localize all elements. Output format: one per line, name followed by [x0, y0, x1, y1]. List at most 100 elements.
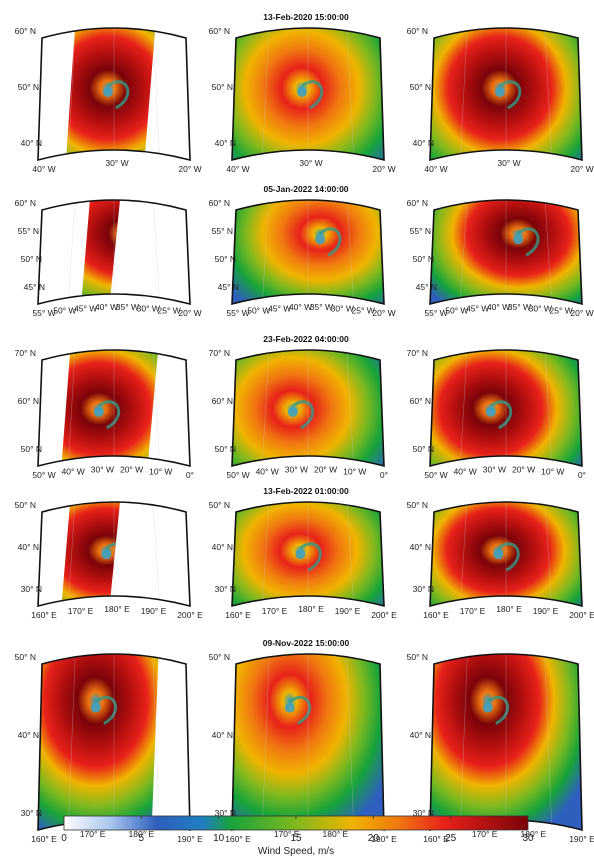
- lon-label: 20° W: [120, 464, 143, 474]
- lat-label: 60° N: [212, 396, 233, 406]
- lat-label: 30° N: [21, 584, 42, 594]
- lat-label: 60° N: [209, 198, 230, 208]
- landmass: [78, 332, 144, 348]
- lon-label: 30° W: [91, 464, 114, 474]
- lat-label: 60° N: [407, 26, 428, 36]
- lon-label: 30° W: [331, 303, 354, 313]
- lon-label: 30° W: [285, 464, 308, 474]
- panel-frame: [231, 27, 385, 162]
- lon-label: 50° W: [53, 305, 76, 315]
- lat-label: 50° N: [21, 254, 42, 264]
- panel-frame: [231, 501, 385, 608]
- storm-eye: [101, 549, 112, 560]
- lon-label: 10° W: [541, 466, 564, 476]
- lat-label: 40° N: [413, 138, 434, 148]
- lat-label: 60° N: [15, 26, 36, 36]
- spiral-band: [489, 400, 513, 430]
- lat-label: 45° N: [24, 282, 45, 292]
- spiral-band: [299, 542, 322, 572]
- storm-eye: [513, 234, 524, 245]
- panel-frame: [37, 501, 191, 608]
- panel-frame: [429, 199, 583, 306]
- lon-label: 35° W: [310, 302, 333, 312]
- spiral-band: [499, 80, 522, 110]
- lon-label: 200° E: [371, 610, 397, 620]
- lon-label: 30° W: [483, 464, 506, 474]
- storm-eye: [287, 407, 298, 417]
- lat-label: 30° N: [215, 584, 236, 594]
- lat-label: 70° N: [209, 348, 230, 358]
- row-title: 09-Nov-2022 15:00:00: [263, 638, 350, 648]
- storm-eye: [482, 702, 493, 713]
- map-panel: 50° N 40° N 30° N 160° E 170° E 180° E 190° E: [407, 652, 594, 844]
- lat-label: 30° N: [413, 808, 434, 818]
- lon-label: 30° W: [299, 158, 322, 168]
- lat-label: 70° N: [15, 348, 36, 358]
- spiral-band: [94, 695, 117, 725]
- lon-label: 40° W: [487, 302, 510, 312]
- lon-label: 160° E: [423, 834, 449, 844]
- lon-label: 180° E: [129, 829, 155, 839]
- map-panel: 70° N 60° N 50° N 50° W 40° W 30° W 20° W 10° W…: [407, 348, 586, 480]
- lon-label: 25° W: [550, 305, 573, 315]
- storm-eye: [493, 549, 504, 560]
- storm-eye: [494, 87, 505, 97]
- lon-label: 190° E: [141, 606, 167, 616]
- lon-label: 20° W: [372, 164, 395, 174]
- lat-label: 50° N: [407, 500, 428, 510]
- lon-label: 180° E: [496, 604, 522, 614]
- map-panels: 60° N 50° N 40° N 40° W 30° W 20° W 60° N 50° N…: [15, 26, 594, 844]
- lat-label: 50° N: [18, 82, 39, 92]
- map-panel: 70° N 60° N 50° N 50° W 40° W 30° W 20° W 10° W…: [209, 348, 388, 480]
- lon-label: 0°: [380, 470, 388, 480]
- spiral-band: [319, 227, 342, 257]
- lon-label: 10° W: [343, 466, 366, 476]
- lon-label: 30° W: [137, 303, 160, 313]
- lat-label: 50° N: [209, 500, 230, 510]
- storm-eye: [90, 702, 101, 713]
- lat-label: 40° N: [212, 542, 233, 552]
- lon-label: 40° W: [289, 302, 312, 312]
- lon-label: 180° E: [104, 604, 130, 614]
- colorbar-tick-label: 10: [213, 833, 225, 844]
- lat-label: 55° N: [18, 226, 39, 236]
- lon-label: 25° W: [158, 305, 181, 315]
- lat-label: 40° N: [215, 138, 236, 148]
- lat-label: 50° N: [215, 254, 236, 264]
- panel-frame: [231, 199, 385, 306]
- map-panel: 50° N 40° N 30° N 160° E 170° E 180° E 190° E: [15, 652, 203, 844]
- panel-frame: [37, 27, 191, 162]
- panel-frame: [429, 27, 583, 162]
- lat-label: 70° N: [407, 348, 428, 358]
- swath-gap: [38, 28, 76, 160]
- swath-gap: [109, 502, 190, 606]
- lat-label: 40° N: [21, 138, 42, 148]
- lon-label: 20° W: [570, 308, 593, 318]
- lon-label: 40° W: [424, 164, 447, 174]
- map-panel: 60° N 55° N 50° N 45° N 55° W50° W45° W40° W…: [209, 198, 396, 318]
- map-panel: 70° N 60° N 50° N 50° W 40° W 30° W 20° W 10° W…: [15, 332, 194, 480]
- row-title: 13-Feb-2020 15:00:00: [263, 12, 349, 22]
- lon-label: 40° W: [32, 164, 55, 174]
- map-panel: 60° N 50° N 40° N 40° W 30° W 20° W: [407, 26, 594, 174]
- lon-label: 0°: [578, 470, 586, 480]
- lon-label: 160° E: [225, 834, 251, 844]
- lon-label: 50° W: [424, 470, 447, 480]
- colorbar-label: Wind Speed, m/s: [258, 846, 334, 857]
- lat-label: 30° N: [215, 808, 236, 818]
- lat-label: 60° N: [407, 198, 428, 208]
- lon-label: 170° E: [80, 829, 106, 839]
- lon-label: 170° E: [274, 829, 300, 839]
- lon-label: 20° W: [372, 308, 395, 318]
- lon-label: 45° W: [74, 303, 97, 313]
- lat-label: 50° N: [413, 444, 434, 454]
- spiral-band: [301, 80, 324, 110]
- lat-label: 50° N: [407, 652, 428, 662]
- lat-label: 50° N: [209, 652, 230, 662]
- lon-label: 160° E: [31, 610, 57, 620]
- lat-label: 40° N: [410, 542, 431, 552]
- lon-label: 170° E: [68, 606, 94, 616]
- swath-gap: [147, 350, 190, 466]
- storm-eye: [284, 702, 295, 713]
